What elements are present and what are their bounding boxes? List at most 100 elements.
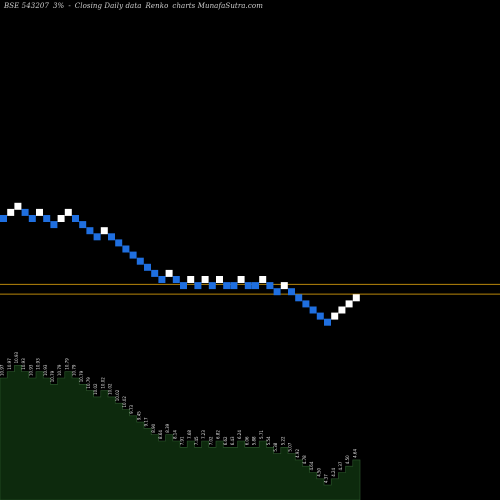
price-label: 10.93 (36, 358, 41, 370)
price-label: 10.02 (122, 396, 127, 408)
price-label: 4.64 (309, 461, 314, 470)
renko-brick-down (172, 276, 180, 283)
price-label: 10.93 (43, 364, 48, 376)
price-label: 6.62 (223, 436, 228, 445)
renko-brick-down (129, 251, 137, 259)
renko-brick-up (165, 269, 173, 277)
price-label: 5.54 (266, 436, 271, 445)
renko-brick-up (352, 294, 360, 302)
price-label: 7.02 (208, 436, 213, 445)
price-labels-layer: 10.9710.9710.9310.9310.9310.9310.9310.79… (0, 351, 357, 483)
renko-brick-down (93, 233, 101, 241)
renko-brick-up (187, 276, 195, 283)
renko-brick-down (316, 312, 324, 320)
renko-brick-down (180, 282, 187, 290)
renko-brick-down (324, 318, 331, 326)
price-label: 10.02 (108, 383, 113, 395)
price-label: 6.24 (237, 430, 242, 439)
renko-brick-down (266, 282, 274, 290)
price-label: 10.93 (14, 351, 19, 363)
renko-brick-down (50, 221, 58, 229)
price-label: 4.92 (295, 449, 300, 458)
renko-brick-down (21, 208, 29, 216)
chart-header: BSE 543207 3% - Closing Daily data Renko char… (4, 2, 496, 10)
price-label: 4.50 (316, 467, 321, 476)
price-label: 5.22 (280, 436, 285, 445)
price-label: 4.78 (302, 455, 307, 464)
renko-brick-up (64, 208, 72, 216)
renko-brick-up (216, 276, 223, 283)
price-label: 7.91 (180, 436, 185, 445)
renko-brick-up (7, 208, 15, 216)
price-label: 8.64 (158, 430, 163, 439)
renko-brick-up (237, 276, 245, 283)
renko-brick-down (136, 257, 144, 265)
renko-brick-down (122, 245, 130, 253)
site-label: charts MunafaSutra.com (172, 2, 263, 10)
renko-brick-down (208, 282, 216, 290)
renko-brick-down (295, 294, 303, 302)
price-label: 10.02 (93, 383, 98, 395)
price-label: 10.93 (21, 358, 26, 370)
price-label: 4.37 (324, 474, 329, 483)
renko-brick-up (338, 306, 346, 314)
renko-brick-up (100, 227, 108, 235)
price-label: 8.14 (172, 430, 177, 439)
renko-brick-down (309, 306, 317, 314)
price-label: 5.71 (259, 430, 264, 439)
price-label: 9.45 (136, 411, 141, 420)
price-label: 5.07 (288, 442, 293, 451)
renko-brick-down (115, 239, 123, 247)
price-label: 10.79 (50, 370, 55, 382)
box-size-label: 3% (53, 2, 65, 10)
price-label: 10.93 (28, 364, 33, 376)
price-label: 10.79 (86, 377, 91, 389)
renko-brick-down (79, 221, 87, 229)
price-label: 5.38 (273, 442, 278, 451)
renko-brick-up (259, 276, 267, 283)
renko-brick-down (72, 215, 79, 222)
renko-brick-up (201, 276, 209, 283)
renko-brick-up (280, 282, 288, 290)
chart-kind-label: Renko (145, 2, 169, 10)
price-label: 7.45 (194, 436, 199, 445)
price-label: 8.39 (165, 423, 170, 432)
renko-brick-down (108, 233, 115, 241)
renko-brick-down (158, 276, 166, 283)
price-label: 6.06 (244, 436, 249, 445)
price-label: 10.02 (115, 389, 120, 401)
renko-brick-down (223, 282, 231, 290)
renko-bricks-layer (0, 202, 360, 326)
price-label: 10.02 (100, 377, 105, 389)
price-label: 7.68 (187, 430, 192, 439)
price-label: 4.37 (338, 461, 343, 470)
price-area (0, 365, 361, 500)
renko-brick-down (302, 300, 310, 308)
renko-brick-up (14, 202, 22, 210)
price-label: 10.79 (57, 364, 62, 376)
renko-brick-down (288, 288, 295, 296)
symbol-label: BSE 543207 (4, 2, 49, 10)
price-label: 8.90 (151, 423, 156, 432)
renko-brick-up (331, 312, 339, 320)
price-label: 9.73 (129, 404, 134, 413)
price-label: 10.79 (64, 358, 69, 370)
separator-label: - (68, 2, 71, 10)
renko-brick-down (43, 215, 51, 222)
renko-brick-down (230, 282, 238, 290)
price-label: 4.24 (331, 467, 336, 476)
data-label: Closing Daily data (74, 2, 142, 10)
price-label: 10.79 (72, 364, 77, 376)
renko-brick-up (57, 215, 65, 222)
renko-brick-down (151, 269, 159, 277)
price-label: 6.43 (230, 436, 235, 445)
renko-brick-down (244, 282, 252, 290)
renko-brick-down (28, 215, 36, 222)
renko-brick-down (273, 288, 281, 296)
renko-brick-down (194, 282, 202, 290)
renko-brick-down (0, 215, 7, 222)
renko-brick-down (252, 282, 259, 290)
price-label: 7.23 (201, 430, 206, 439)
